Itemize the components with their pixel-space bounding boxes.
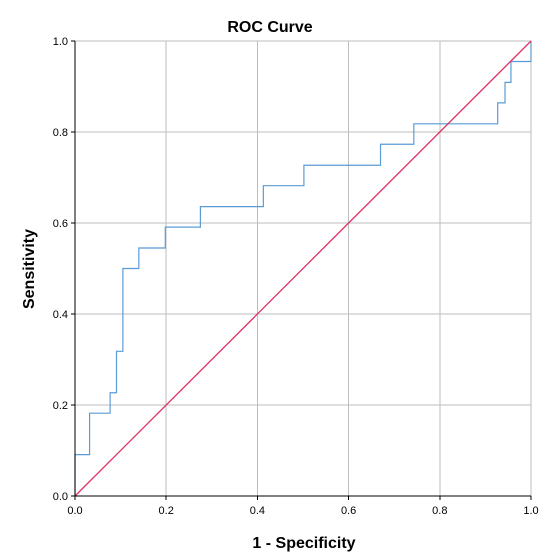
x-axis-label: 1 - Specificity: [252, 535, 355, 552]
y-tick-label: 0.6: [53, 218, 68, 230]
y-tick-label: 0.0: [53, 491, 68, 503]
roc-curve-line: [74, 41, 532, 496]
x-tick-label: 0.0: [67, 505, 82, 517]
x-tick-label: 0.6: [341, 505, 356, 517]
x-tick-label: 0.8: [432, 505, 447, 517]
y-tick-label: 0.2: [53, 400, 68, 412]
y-axis-label: Sensitivity: [21, 229, 38, 309]
y-axis-ticks: 0.0 0.2 0.4 0.6 0.8 1.0: [53, 36, 75, 503]
y-tick-label: 0.4: [53, 309, 68, 321]
x-tick-label: 0.2: [159, 505, 174, 517]
axes-layer: [74, 41, 531, 497]
x-tick-label: 1.0: [523, 505, 538, 517]
y-tick-label: 0.8: [53, 127, 68, 139]
y-tick-label: 1.0: [53, 36, 68, 48]
grid-layer: [75, 41, 531, 496]
series-layer: [74, 40, 532, 497]
x-tick-label: 0.4: [250, 505, 265, 517]
x-axis-ticks: 0.0 0.2 0.4 0.6 0.8 1.0: [67, 496, 539, 517]
chart-title: ROC Curve: [227, 19, 312, 36]
reference-diagonal-line: [74, 40, 532, 497]
